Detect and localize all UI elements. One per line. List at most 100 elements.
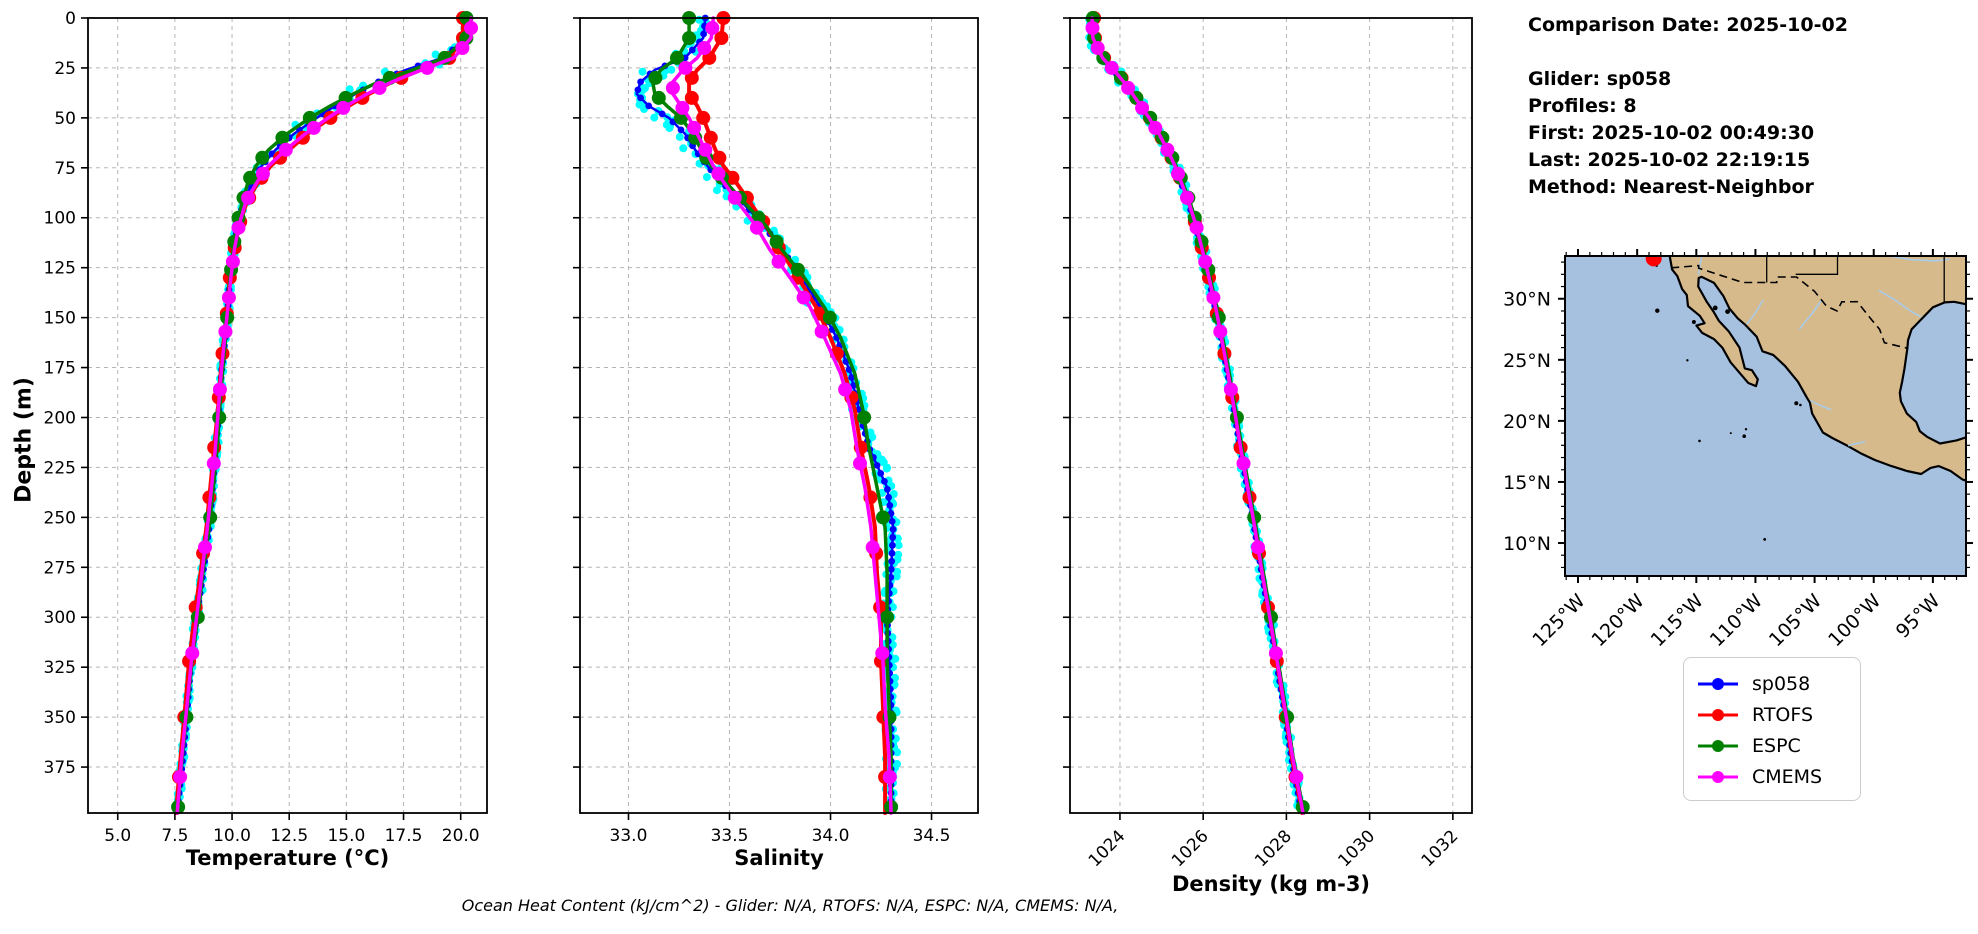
series-marker-CMEMS [1085,21,1100,35]
y-tick-label: 325 [44,658,76,678]
info-panel: Comparison Date: 2025-10-02 Glider: sp05… [1528,12,1848,201]
map-land [1669,256,1966,481]
series-marker-ESPC [769,234,784,249]
x-tick-label: 17.5 [385,826,423,846]
x-tick-label: 1030 [1334,826,1379,871]
map-river [1798,299,1823,330]
x-tick-label: 33.0 [610,826,648,846]
x-tick-label: 15.0 [327,826,365,846]
series-marker-CMEMS [173,770,188,784]
legend-item-sp058: sp058 [1696,668,1846,699]
series-marker-sp058 [677,126,685,134]
series-marker-CMEMS [221,290,236,305]
map-us-mexico-border [1671,264,1908,349]
legend-line-marker-icon [1698,708,1738,721]
series-marker-ESPC [651,90,666,105]
series-marker-CMEMS [1180,190,1195,205]
density-axis-label: Density (kg m-3) [1171,872,1371,896]
series-marker-CMEMS [372,80,387,95]
raw-scatter-point [893,748,902,757]
map-island [1725,309,1730,314]
legend-line-marker-icon [1698,770,1738,783]
map-lat-label: 15°N [1503,472,1551,494]
legend-line-marker-icon [1698,739,1738,752]
chart-salinity: 33.0 33.5 34.0 34.5 [573,11,979,846]
profiles-count-text: Profiles: 8 [1528,95,1637,117]
series-marker-sp058 [886,502,894,509]
plot-border [1069,17,1473,814]
chart-temperature: 5.0 7.5 10.0 12.5 15.0 17.5 20.0 0 25 50 75 100 125 1… [44,9,488,846]
y-tick-label: 0 [65,9,76,29]
x-tick-label: 12.5 [270,826,308,846]
map-frame [1564,255,1967,577]
series-marker-CMEMS [225,254,240,269]
series-marker-CMEMS [1198,254,1213,269]
series-marker-sp058 [887,565,895,573]
series-marker-sp058 [700,30,707,38]
series-marker-CMEMS [705,21,720,35]
series-marker-CMEMS [306,120,321,135]
map-island [1799,403,1802,407]
series-marker-ESPC [243,170,258,185]
series-marker-CMEMS [1268,646,1283,661]
raw-scatter-point [892,572,901,581]
series-marker-CMEMS [814,324,829,339]
series-marker-RTOFS [684,90,699,105]
x-tick-label: 33.5 [711,826,749,846]
series-scatter-sp058-raw [1085,15,1306,811]
series-marker-CMEMS [1213,324,1228,339]
temperature-axis-label: Temperature (°C) [185,846,390,870]
series-marker-CMEMS [665,80,680,95]
series-marker-RTOFS [712,150,727,165]
raw-scatter-point [702,173,711,182]
series-marker-ESPC [255,150,270,165]
series-marker-CMEMS [1148,120,1163,135]
legend-label: ESPC [1752,734,1801,757]
series-marker-CMEMS [1189,220,1204,235]
legend-item-cmems: CMEMS [1696,761,1846,792]
series-marker-RTOFS [684,70,699,85]
map-island [1744,428,1748,431]
y-tick-label: 125 [44,259,76,279]
map-river [1887,256,1950,262]
salinity-axis-label: Salinity [734,846,824,870]
series-marker-CMEMS [882,770,897,784]
method-text: Method: Nearest-Neighbor [1528,176,1814,198]
x-tick-label: 10.0 [213,826,251,846]
series-line-RTOFS [1092,16,1305,815]
y-tick-label: 150 [44,309,76,329]
series-marker-sp058 [634,86,642,94]
series-marker-CMEMS [1121,80,1136,95]
raw-scatter-point [675,132,684,141]
series-marker-sp058 [888,557,896,565]
series-marker-sp058 [889,541,896,549]
series-marker-CMEMS [464,21,478,35]
y-tick-label: 75 [54,159,76,179]
map-lat-label: 25°N [1503,350,1551,372]
map-lon-label: 120°W [1587,590,1648,651]
depth-axis-label: Depth (m) [11,377,37,503]
series-marker-CMEMS [1090,41,1105,55]
series-marker-CMEMS [336,100,351,115]
series-marker-sp058 [645,102,653,110]
glider-name-text: Glider: sp058 [1528,68,1672,90]
series-line-ESPC [1091,16,1306,815]
series-marker-sp058 [637,78,644,86]
series-marker-CMEMS [698,142,713,157]
series-marker-CMEMS [1171,166,1185,181]
map-island [1655,308,1660,313]
series-marker-RTOFS [696,110,711,125]
series-marker-sp058 [873,462,881,469]
raw-scatter-point [891,654,900,663]
map-lon-label: 125°W [1528,590,1589,651]
x-tick-label: 20.0 [442,826,480,846]
series-marker-sp058 [888,549,896,557]
series-marker-sp058 [889,533,897,541]
series-marker-CMEMS [711,166,726,181]
series-CMEMS [665,16,897,815]
series-marker-CMEMS [875,646,890,661]
map-state-border [1795,256,1839,275]
series-marker-CMEMS [697,41,712,55]
